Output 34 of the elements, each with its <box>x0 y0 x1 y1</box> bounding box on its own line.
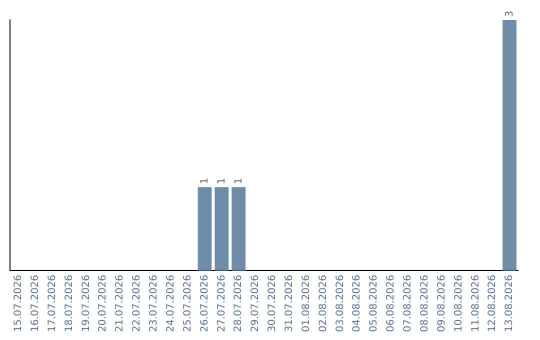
x-tick-label: 28.07.2026 <box>233 274 244 332</box>
x-tick-label: 05.08.2026 <box>368 274 380 332</box>
x-tick-label: 23.07.2026 <box>148 274 160 332</box>
x-tick-label: 19.07.2026 <box>80 274 92 332</box>
x-tick-label: 10.08.2026 <box>453 274 464 332</box>
x-tick-label: 16.07.2026 <box>30 274 41 332</box>
data-label: 3 <box>504 10 516 17</box>
x-tick-label: 29.07.2026 <box>250 274 262 332</box>
x-tick-label: 21.07.2026 <box>114 274 126 332</box>
x-tick-label: 25.07.2026 <box>182 274 194 332</box>
x-tick-label: 03.08.2026 <box>334 274 346 332</box>
x-tick-label: 13.08.2026 <box>504 274 516 332</box>
x-tick-label: 15.07.2026 <box>13 274 24 332</box>
x-tick-label: 06.08.2026 <box>386 274 397 332</box>
x-tick-label: 09.08.2026 <box>436 274 448 332</box>
x-tick-label: 12.08.2026 <box>487 274 498 332</box>
x-tick-label: 24.07.2026 <box>165 274 176 332</box>
x-tick-label: 01.08.2026 <box>300 274 312 332</box>
x-tick-label: 22.07.2026 <box>132 274 143 332</box>
x-tick-label: 02.08.2026 <box>318 274 329 332</box>
data-label: 1 <box>216 178 228 184</box>
x-tick-label: 31.07.2026 <box>284 274 295 332</box>
x-tick-label: 18.07.2026 <box>64 274 75 332</box>
x-tick-label: 08.08.2026 <box>419 274 430 332</box>
x-tick-label: 27.07.2026 <box>216 274 228 332</box>
x-tick-label: 17.07.2026 <box>46 274 58 332</box>
x-tick-label: 04.08.2026 <box>352 274 363 332</box>
x-tick-label: 07.08.2026 <box>402 274 414 332</box>
data-label: 1 <box>200 178 211 184</box>
data-label: 1 <box>234 178 245 184</box>
x-tick-label: 20.07.2026 <box>98 274 109 332</box>
x-tick-label: 26.07.2026 <box>199 274 210 332</box>
x-tick-label: 11.08.2026 <box>470 274 482 332</box>
x-tick-label: 30.07.2026 <box>267 274 278 332</box>
